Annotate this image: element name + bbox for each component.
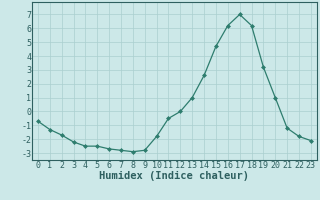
- X-axis label: Humidex (Indice chaleur): Humidex (Indice chaleur): [100, 171, 249, 181]
